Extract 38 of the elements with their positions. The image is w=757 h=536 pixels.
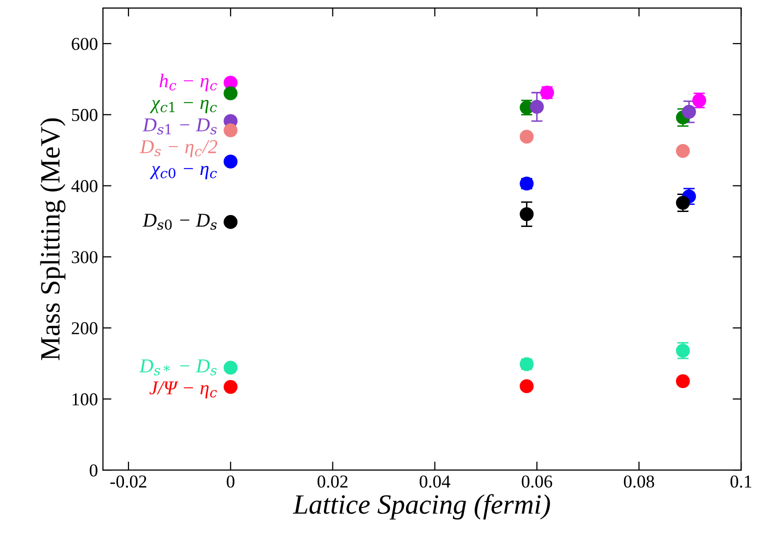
point [224, 123, 238, 138]
point [676, 196, 690, 210]
point [224, 380, 238, 394]
y-axis-title: Mass Splitting (MeV) [40, 118, 66, 360]
x-tick-label: 0.02 [318, 475, 348, 488]
point [682, 104, 696, 119]
series-label: D$_{s1}$ − D$_{s}$ [142, 118, 217, 134]
x-axis-title: Lattice Spacing (fermi) [292, 494, 550, 520]
x-tick-label: 0.04 [420, 475, 450, 488]
series-label: h$_{c}$ − η$_{c}$ [160, 74, 217, 92]
x-tick-label: -0.02 [110, 475, 146, 488]
x-tick-label: 0.08 [624, 475, 654, 488]
y-tick-label: 300 [72, 251, 98, 264]
point [224, 86, 238, 100]
series-label: J/Ψ − η$_{c}$ [149, 381, 217, 398]
point [224, 360, 238, 375]
y-tick-label: 0 [90, 464, 98, 477]
x-tick-label: 0.06 [522, 475, 552, 488]
y-tick-label: 100 [72, 393, 98, 406]
series-label: χ$_{c0}$ − η$_{c}$ [150, 166, 217, 180]
point [676, 144, 690, 158]
y-tick-label: 500 [72, 108, 98, 122]
point [224, 154, 238, 169]
point [520, 207, 534, 222]
x-tick-label: 0.1 [730, 475, 752, 488]
y-tick-label: 600 [72, 38, 98, 50]
point [520, 379, 534, 394]
point [520, 130, 534, 144]
point [676, 374, 690, 388]
x-tick-label: 0 [226, 475, 234, 488]
series-label: D$_{s0}$ − D$_{s}$ [142, 214, 217, 230]
series-label: D$_{s*}$ − D$_{s}$ [139, 360, 217, 376]
point [530, 100, 544, 114]
series-label: χ$_{c1}$ − η$_{c}$ [150, 100, 217, 114]
point [224, 215, 238, 229]
y-tick-label: 400 [71, 180, 98, 192]
series-label: D$_{s}$ − η$_{c}$/2 [140, 140, 218, 158]
y-tick-label: 200 [72, 322, 98, 334]
